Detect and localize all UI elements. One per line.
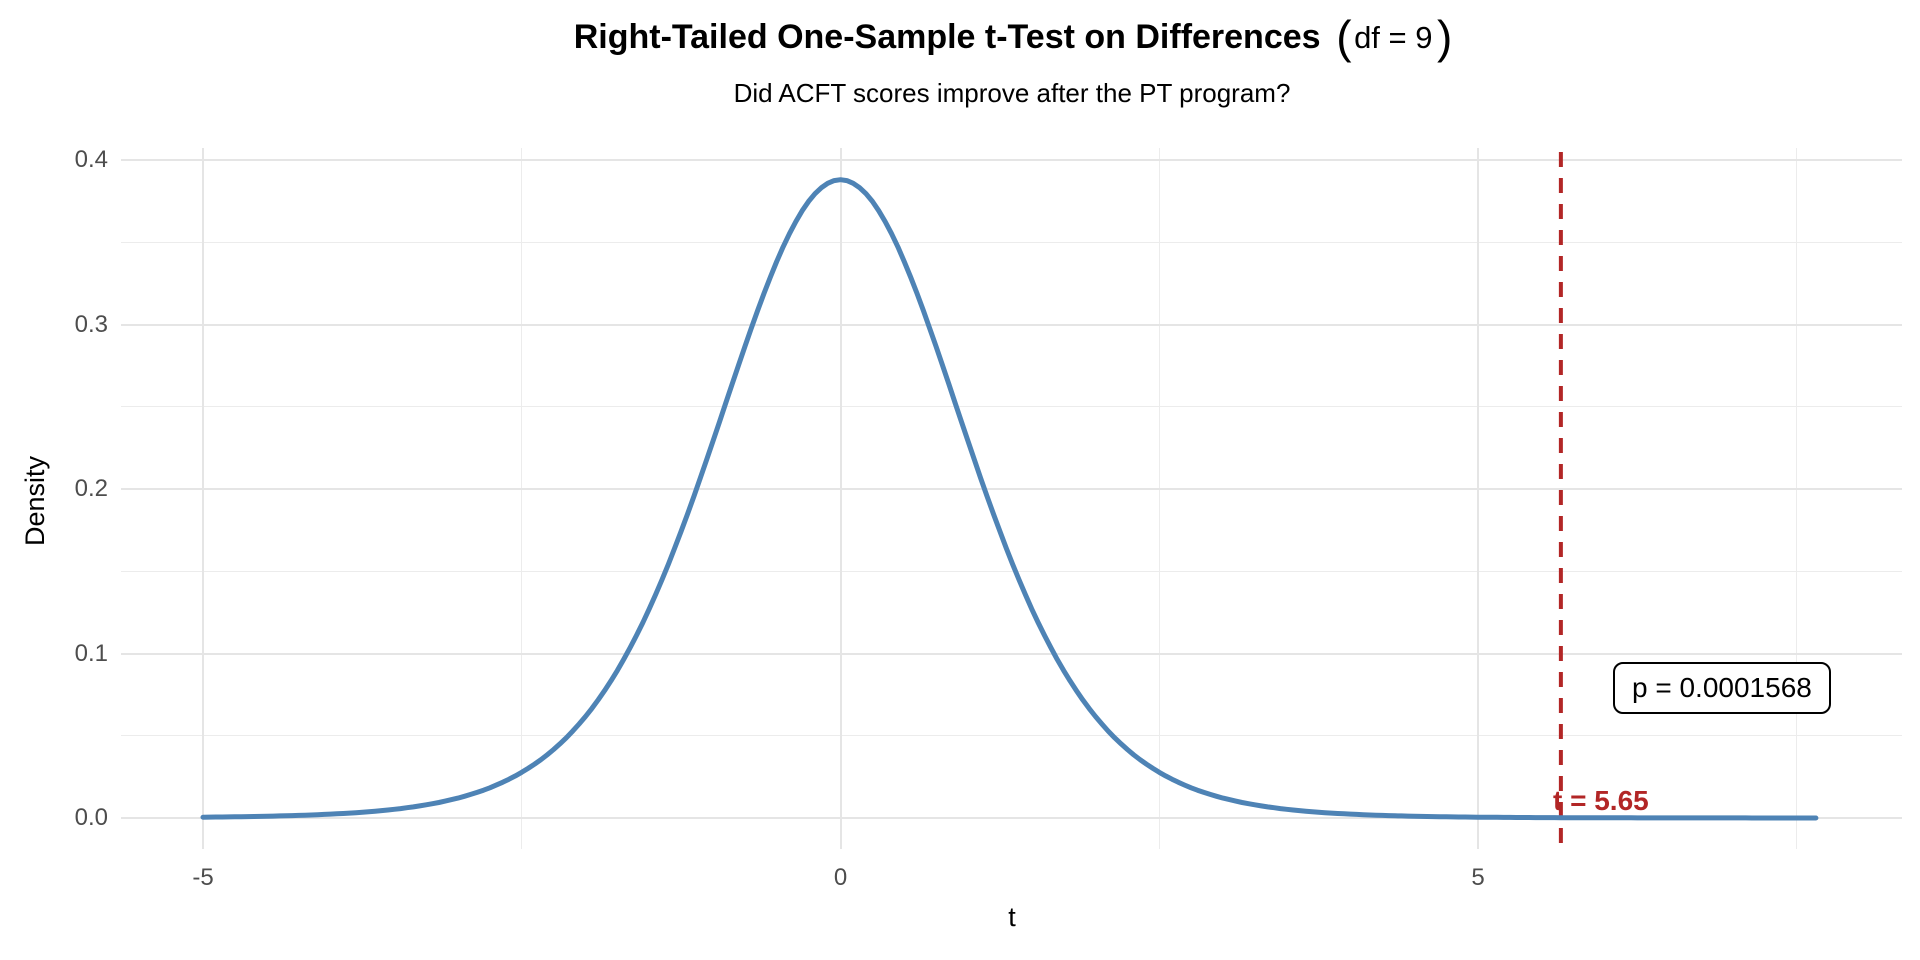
y-tick-label: 0.0 bbox=[74, 804, 108, 831]
y-tick-label: 0.4 bbox=[74, 146, 108, 173]
t-statistic-label: t = 5.65 bbox=[1553, 785, 1649, 816]
y-minor-gridline bbox=[121, 570, 1902, 572]
y-tick-label: 0.2 bbox=[74, 475, 108, 502]
y-major-gridline bbox=[121, 488, 1902, 490]
x-tick-label: -5 bbox=[192, 864, 214, 891]
y-minor-gridline bbox=[121, 406, 1902, 408]
x-tick-label: 5 bbox=[1471, 864, 1485, 891]
x-major-gridline bbox=[839, 148, 842, 849]
y-tick-label: 0.3 bbox=[74, 310, 108, 338]
x-major-gridline bbox=[202, 148, 204, 849]
df-text: df = 9 bbox=[1354, 20, 1433, 55]
density-curve bbox=[200, 177, 1819, 821]
x-minor-gridline bbox=[1158, 148, 1160, 849]
y-major-gridline bbox=[121, 323, 1902, 326]
plot-title-main: Right-Tailed One-Sample t-Test on Differ… bbox=[573, 18, 1321, 56]
x-minor-gridline bbox=[1796, 148, 1798, 849]
x-axis-title: t bbox=[1008, 902, 1016, 932]
df-open-paren: ( bbox=[1336, 11, 1351, 63]
y-minor-gridline bbox=[121, 241, 1902, 243]
y-tick-label: 0.1 bbox=[74, 639, 108, 667]
y-major-gridline bbox=[121, 652, 1902, 655]
y-major-gridline bbox=[121, 817, 1902, 819]
x-minor-gridline bbox=[521, 148, 523, 849]
y-major-gridline bbox=[121, 159, 1902, 161]
x-major-gridline bbox=[1477, 148, 1479, 849]
y-minor-gridline bbox=[121, 735, 1902, 737]
plot-title: Right-Tailed One-Sample t-Test on Differ… bbox=[121, 10, 1903, 64]
df-close-paren: ) bbox=[1436, 11, 1452, 63]
p-value-label: p = 0.0001568 bbox=[1613, 662, 1831, 714]
plot-subtitle: Did ACFT scores improve after the PT pro… bbox=[733, 78, 1291, 108]
x-tick-label: 0 bbox=[833, 864, 848, 891]
